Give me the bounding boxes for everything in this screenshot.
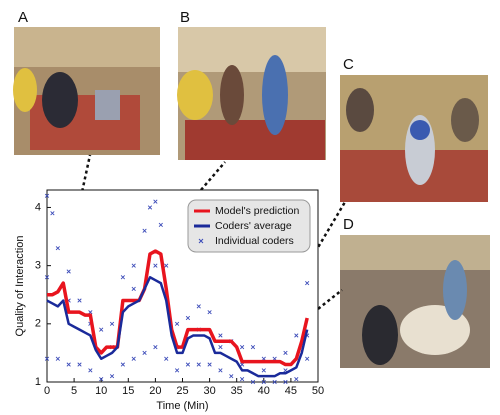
x-tick-label: 0 [44,385,50,397]
coder-point [250,379,256,385]
coder-point [153,344,158,350]
panel-label: C [343,56,354,73]
coder-point [131,263,136,268]
x-tick-label: 40 [258,385,270,397]
y-tick-label: 3 [35,260,41,272]
x-tick-label: 35 [231,385,243,397]
y-tick-label: 1 [35,376,41,388]
coder-point [44,275,50,280]
coder-point [240,344,245,350]
x-axis-label: Time (Min) [156,400,208,412]
series-line [46,276,309,378]
coder-point [153,263,158,268]
coder-point [218,344,223,350]
coder-point [55,356,60,361]
series-line [47,249,309,367]
coder-point [207,310,212,315]
x-tick-label: 45 [285,385,297,397]
coder-point [164,356,169,361]
coder-point [283,379,288,385]
coder-point [77,362,82,367]
coder-point [185,315,191,321]
legend-label: Individual coders [215,235,294,247]
coder-point [142,228,147,233]
coder-point [120,362,125,367]
x-tick-label: 30 [203,385,215,397]
legend-label: Model's prediction [215,205,299,217]
x-tick-label: 15 [122,385,134,397]
y-tick-label: 2 [35,318,41,330]
coder-point [142,350,147,356]
x-tick-label: 50 [312,385,324,397]
y-tick-label: 4 [35,201,41,213]
coder-point [88,368,93,373]
coder-point [109,374,115,379]
coder-point [218,368,223,373]
photo-c [340,75,488,202]
x-tick-label: 20 [149,385,161,397]
coder-point [305,356,310,361]
coder-point [99,327,104,332]
coder-point [66,269,71,274]
coder-point [147,205,153,210]
photo-d [340,235,490,368]
legend-swatch [198,238,204,244]
coder-point [196,362,201,367]
coder-point [158,222,163,228]
legend-box [187,199,311,253]
y-axis-label: Quality of Interaction [14,236,26,337]
x-tick-label: 25 [176,385,188,397]
photo-a [13,27,160,155]
coder-point [240,376,245,382]
coder-point [50,211,55,216]
chart: 0 5 10 15 20 25 30 35 40 45 50 1 2 3 4 Time (Min) Qualit… [14,189,324,412]
coder-point [294,376,299,382]
x-tick-label: 5 [71,385,77,397]
panel-label: B [180,9,190,26]
coder-point [196,304,201,309]
panel-label: D [343,216,354,233]
coder-point [131,356,136,361]
coder-point [164,263,169,268]
x-tick-label: 10 [95,385,107,397]
coder-point [250,344,256,350]
panel-label: A [18,9,28,26]
coder-point [261,379,266,385]
coder-point [44,356,50,361]
coder-point [218,333,223,338]
coder-point [207,362,212,367]
connector [157,161,226,241]
coder-point [131,286,136,292]
coder-point [153,199,158,204]
legend-label: Coders' average [215,220,292,232]
coder-point [229,374,234,379]
coder-point [174,321,180,326]
photo-b [177,27,326,160]
coder-point [185,362,191,367]
coder-point [109,321,115,326]
coder-point [272,379,277,385]
coder-point [261,368,266,373]
coder-point [55,246,60,251]
coder-point [305,280,310,286]
coder-point [77,298,82,303]
coder-point [66,362,71,367]
coder-point [120,275,125,280]
coder-point [283,350,288,356]
coder-point [99,376,104,382]
coder-point [294,333,299,338]
coder-point [174,368,180,373]
coder-point [44,193,50,198]
